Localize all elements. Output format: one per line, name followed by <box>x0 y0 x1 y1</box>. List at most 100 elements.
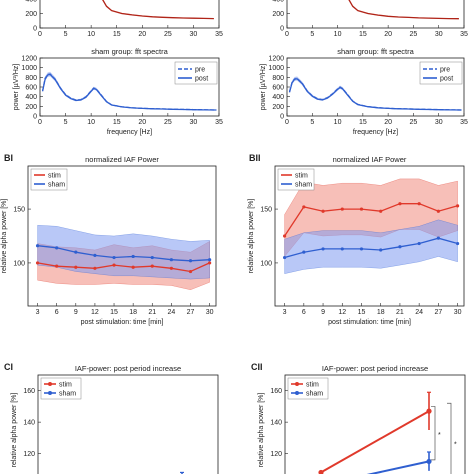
data-point-stim <box>169 266 173 270</box>
y-axis-label: power [µV²/Hz] <box>13 64 20 110</box>
x-tick-label: 12 <box>338 309 346 316</box>
plot-frame <box>39 0 220 29</box>
y-axis-label: relative alpha power [%] <box>1 199 8 274</box>
series-line-sham <box>284 237 458 259</box>
spectrum-line-post <box>288 78 462 111</box>
x-tick-label: 20 <box>384 31 392 38</box>
band-sham <box>284 219 458 274</box>
legend: pre post <box>174 61 218 85</box>
data-point-sham <box>379 248 383 252</box>
data-point-stim <box>283 234 287 238</box>
significance-brackets: ** <box>431 402 457 474</box>
y-tick-label: 160 <box>270 388 282 395</box>
significance-star: * <box>454 442 457 449</box>
x-tick-label: 30 <box>190 31 198 38</box>
bracket-inner <box>431 406 436 461</box>
x-tick-label: 21 <box>396 309 404 316</box>
chart-title: sham group: fft spectra <box>337 47 414 56</box>
legend-stim-label: stim <box>59 382 72 389</box>
y-tick-label: 200 <box>25 104 37 111</box>
y-axis-label: relative alpha power [%] <box>258 393 265 468</box>
panel-label: BII <box>249 153 261 163</box>
data-point-sham <box>359 247 364 251</box>
x-tick-label: 15 <box>358 309 366 316</box>
data-point-stim <box>150 264 154 268</box>
plot-frame <box>274 165 465 307</box>
y-tick-label: 150 <box>13 207 25 214</box>
data-point-sham <box>436 236 440 240</box>
chart-BII: normalized IAF Power post stimulation: ti… <box>248 153 465 326</box>
y-tick-label: 100 <box>260 260 272 267</box>
data-point-stim <box>426 408 432 414</box>
y-tick-label: 100 <box>13 260 25 267</box>
data-point-sham <box>340 247 344 251</box>
data-point-sham <box>93 253 97 257</box>
data-point-stim <box>188 269 193 274</box>
legend-stim-label: stim <box>48 173 61 180</box>
spectrum-lines <box>288 76 462 111</box>
data-point-stim <box>417 202 421 206</box>
y-tick-label: 1000 <box>21 65 37 72</box>
legend: stim sham <box>287 377 329 400</box>
series-line-stim <box>284 203 458 237</box>
data-point-sham <box>35 244 40 248</box>
data-point-stim <box>55 264 59 268</box>
y-tick-label: 120 <box>23 451 35 458</box>
plot-frame <box>37 374 219 474</box>
chart-BI: normalized IAF Power post stimulation: ti… <box>1 153 217 326</box>
series-line-sham <box>37 245 210 262</box>
data-point-stim <box>35 261 40 265</box>
y-tick-label: 0 <box>280 114 284 121</box>
x-tick-label: 35 <box>460 31 468 38</box>
x-tick-label: 20 <box>138 119 146 126</box>
legend-sham-label: sham <box>59 391 76 398</box>
data-point-sham <box>208 258 212 262</box>
data-point-sham <box>74 250 78 254</box>
x-tick-label: 5 <box>64 31 68 38</box>
line-group <box>318 391 432 474</box>
series-line-stim <box>37 262 210 273</box>
legend-post-label: post <box>440 76 453 83</box>
data-point-stim <box>398 202 402 206</box>
data-point-sham <box>55 246 59 250</box>
x-tick-label: 15 <box>359 31 367 38</box>
y-tick-label: 600 <box>25 85 37 92</box>
data-point-stim <box>112 263 116 267</box>
legend-sham-label: sham <box>306 391 323 398</box>
panel-label: CII <box>251 362 263 372</box>
legend: stim sham <box>30 168 68 191</box>
y-tick-label: 150 <box>260 207 272 214</box>
x-tick-label: 20 <box>138 31 146 38</box>
x-tick-label: 10 <box>87 119 95 126</box>
x-tick-label: 25 <box>164 31 172 38</box>
y-axis-label: relative alpha power [%] <box>248 199 255 274</box>
x-tick-label: 0 <box>285 119 289 126</box>
data-point-stim <box>436 209 440 213</box>
y-axis-label: relative alpha power [%] <box>11 393 18 468</box>
x-axis-label: post stimulation: time [min] <box>81 319 164 326</box>
x-tick-label: 5 <box>310 119 314 126</box>
x-tick-label: 35 <box>215 119 223 126</box>
data-point-stim <box>318 469 324 474</box>
x-tick-label: 20 <box>384 119 392 126</box>
data-point-stim <box>340 207 344 211</box>
y-tick-label: 0 <box>33 26 37 33</box>
y-tick-label: 120 <box>270 451 282 458</box>
x-tick-label: 9 <box>74 309 78 316</box>
x-tick-label: 30 <box>190 119 198 126</box>
spectrum-lines <box>101 0 214 20</box>
data-point-stim <box>359 207 364 211</box>
panel-label: CI <box>4 362 13 372</box>
legend-sham-label: sham <box>295 182 312 189</box>
data-point-stim <box>74 265 78 269</box>
x-tick-label: 35 <box>460 119 468 126</box>
x-tick-label: 0 <box>285 31 289 38</box>
data-point-sham <box>426 458 432 465</box>
x-tick-label: 25 <box>410 31 418 38</box>
data-point-stim <box>321 209 325 213</box>
y-tick-label: 200 <box>25 11 37 18</box>
data-point-sham <box>150 255 154 260</box>
series-line-sham <box>366 460 430 474</box>
